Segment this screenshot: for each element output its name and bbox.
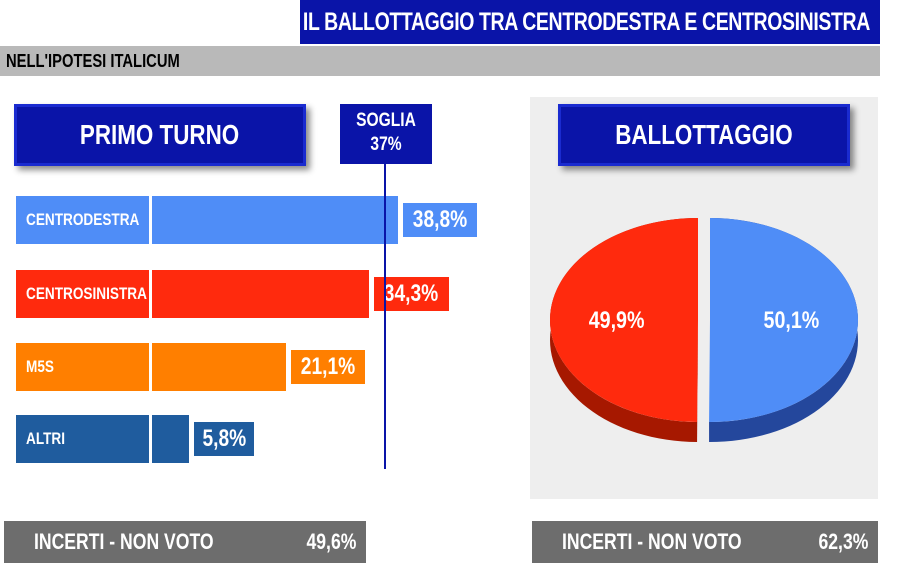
soglia-box: SOGLIA 37% (340, 104, 432, 164)
main-title-bar: IL BALLOTTAGGIO TRA CENTRODESTRA E CENTR… (300, 0, 880, 44)
slice-centrosinistra (549, 218, 698, 422)
bar-value-altri: 5,8% (193, 422, 255, 456)
ballottaggio-pie-chart: 50,1% 49,9% (549, 218, 858, 442)
bar-label-text-m5s: M5S (26, 357, 54, 376)
bar-label-centrosinistra: CENTROSINISTRA (16, 270, 149, 318)
primo-turno-title-box: PRIMO TURNO (14, 104, 306, 166)
left-incerti-footer: INCERTI - NON VOTO 49,6% (4, 521, 366, 563)
bar-altri (152, 415, 189, 463)
bar-label-text-centrosinistra: CENTROSINISTRA (26, 284, 147, 303)
bar-label-text-centrodestra: CENTRODESTRA (26, 210, 140, 229)
bar-value-text-centrodestra: 38,8% (412, 206, 468, 233)
left-incerti-label: INCERTI - NON VOTO (34, 529, 214, 554)
subtitle-bar: NELL'IPOTESI ITALICUM (0, 46, 880, 76)
bar-value-m5s: 21,1% (290, 350, 365, 384)
bar-value-text-altri: 5,8% (202, 425, 246, 452)
bar-centrosinistra (152, 270, 370, 318)
ballottaggio-title: BALLOTTAGGIO (615, 119, 793, 150)
bar-centrodestra (152, 196, 398, 244)
bar-value-text-m5s: 21,1% (300, 353, 356, 380)
bar-label-centrodestra: CENTRODESTRA (16, 196, 149, 244)
bar-label-altri: ALTRI (16, 415, 149, 463)
slice-centrosinistra-cut (697, 320, 698, 442)
bar-value-centrodestra: 38,8% (403, 203, 478, 237)
right-incerti-footer: INCERTI - NON VOTO 62,3% (532, 521, 878, 563)
bar-m5s (152, 343, 286, 391)
primo-turno-title: PRIMO TURNO (80, 119, 240, 150)
left-incerti-value: 49,6% (306, 529, 356, 554)
right-incerti-value: 62,3% (818, 529, 868, 554)
subtitle: NELL'IPOTESI ITALICUM (6, 50, 180, 71)
bar-label-text-altri: ALTRI (26, 429, 66, 448)
soglia-label: SOGLIA (356, 110, 416, 131)
right-incerti-label: INCERTI - NON VOTO (562, 529, 742, 554)
ballottaggio-title-box: BALLOTTAGGIO (558, 104, 850, 166)
slice-centrosinistra-label: 49,9% (589, 306, 645, 333)
bar-label-m5s: M5S (16, 343, 149, 391)
slice-centrodestra (709, 218, 858, 422)
main-title: IL BALLOTTAGGIO TRA CENTRODESTRA E CENTR… (303, 7, 870, 36)
bar-value-centrosinistra: 34,3% (374, 277, 449, 311)
soglia-value: 37% (370, 134, 402, 155)
slice-centrodestra-label: 50,1% (764, 306, 820, 333)
soglia-threshold-line (384, 164, 386, 469)
bar-value-text-centrosinistra: 34,3% (384, 280, 439, 307)
